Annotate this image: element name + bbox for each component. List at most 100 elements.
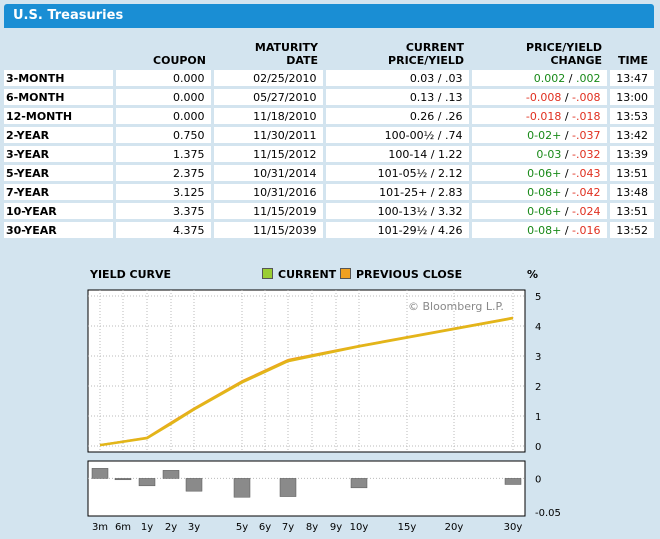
table-header-row: COUPON MATURITY DATE CURRENT PRICE/YIELD P…: [4, 39, 654, 70]
bond-name: 7-YEAR: [4, 182, 116, 203]
x-tick-label: 3y: [188, 522, 200, 533]
price-yield-cell: 101-25+ / 2.83: [324, 182, 472, 203]
price-yield-cell: 100-14 / 1.22: [324, 144, 472, 165]
bond-name: 12-MONTH: [4, 106, 116, 127]
x-tick-label: 6m: [115, 522, 131, 533]
change-cell: 0-06+ / -.043: [470, 163, 610, 184]
bond-name: 5-YEAR: [4, 163, 116, 184]
change-separator: /: [565, 71, 576, 85]
change-separator: /: [561, 109, 573, 123]
change-bar: [233, 478, 251, 498]
change-y-tick-label: 0: [535, 474, 541, 485]
price-yield-cell: 100-00½ / .74: [324, 125, 472, 146]
price-change: 0-08+: [527, 223, 562, 237]
time-cell: 13:53: [608, 106, 654, 127]
maturity-cell: 11/18/2010: [212, 106, 326, 127]
col-header-time: TIME: [617, 54, 648, 67]
page-title: U.S. Treasuries: [13, 8, 124, 23]
maturity-cell: 02/25/2010: [212, 70, 326, 89]
price-yield-cell: 101-05½ / 2.12: [324, 163, 472, 184]
change-bar: [91, 468, 109, 479]
legend-previous: PREVIOUS CLOSE: [340, 268, 462, 281]
col-header-maturity: MATURITY DATE: [254, 41, 318, 67]
yield-change: -.024: [572, 204, 601, 218]
change-bar: [185, 478, 203, 492]
change-bar: [504, 478, 522, 485]
table-row: 12-MONTH 0.000 11/18/2010 0.26 / .26 -0.018 …: [4, 106, 654, 127]
table-row: 10-YEAR 3.375 11/15/2019 100-13½ / 3.32 0-06…: [4, 201, 654, 222]
change-bar: [279, 478, 297, 497]
time-cell: 13:47: [608, 70, 654, 89]
price-yield-cell: 0.26 / .26: [324, 106, 472, 127]
price-change: 0-06+: [527, 204, 562, 218]
table-row: 2-YEAR 0.750 11/30/2011 100-00½ / .74 0-02+ …: [4, 125, 654, 146]
x-tick-label: 5y: [236, 522, 248, 533]
x-tick-label: 30y: [504, 522, 523, 533]
maturity-cell: 11/15/2039: [212, 220, 326, 241]
change-separator: /: [561, 128, 573, 142]
change-separator: /: [561, 204, 573, 218]
bond-name: 30-YEAR: [4, 220, 116, 241]
x-tick-label: 10y: [350, 522, 369, 533]
change-y-tick-label: -0.05: [535, 508, 561, 519]
coupon-cell: 0.000: [114, 70, 214, 89]
yield-change: -.008: [572, 90, 601, 104]
y-tick-label: 0: [535, 442, 541, 453]
coupon-cell: 0.000: [114, 106, 214, 127]
coupon-cell: 0.750: [114, 125, 214, 146]
coupon-cell: 3.125: [114, 182, 214, 203]
price-change: 0-08+: [527, 185, 562, 199]
yield-curve-title: YIELD CURVE: [90, 268, 172, 281]
x-tick-label: 8y: [306, 522, 318, 533]
price-yield-cell: 0.13 / .13: [324, 87, 472, 108]
time-cell: 13:48: [608, 182, 654, 203]
y-tick-label: 5: [535, 292, 541, 303]
coupon-cell: 0.000: [114, 87, 214, 108]
time-cell: 13:00: [608, 87, 654, 108]
price-change: -0.018: [525, 109, 562, 123]
bond-name: 6-MONTH: [4, 87, 116, 108]
y-unit-label: %: [527, 268, 539, 281]
current-yield-line: [99, 316, 514, 447]
change-cell: 0.002 / .002: [470, 70, 610, 89]
price-yield-cell: 0.03 / .03: [324, 70, 472, 89]
table-row: 5-YEAR 2.375 10/31/2014 101-05½ / 2.12 0-06+…: [4, 163, 654, 184]
legend-current: CURRENT: [262, 268, 336, 281]
change-cell: 0-08+ / -.042: [470, 182, 610, 203]
maturity-cell: 11/30/2011: [212, 125, 326, 146]
table-row: 6-MONTH 0.000 05/27/2010 0.13 / .13 -0.008 /…: [4, 87, 654, 108]
x-tick-label: 2y: [165, 522, 177, 533]
change-separator: /: [561, 147, 573, 161]
col-header-price-yield: CURRENT PRICE/YIELD: [388, 41, 464, 67]
change-separator: /: [561, 185, 573, 199]
yield-change: -.018: [572, 109, 601, 123]
header-bar: U.S. Treasuries: [4, 4, 654, 28]
bond-name: 3-YEAR: [4, 144, 116, 165]
price-change: -0.008: [525, 90, 562, 104]
x-tick-label: 9y: [330, 522, 342, 533]
y-tick-label: 1: [535, 412, 541, 423]
yield-change: -.032: [572, 147, 601, 161]
treasuries-table: COUPON MATURITY DATE CURRENT PRICE/YIELD P…: [4, 39, 654, 241]
time-cell: 13:52: [608, 220, 654, 241]
maturity-cell: 10/31/2014: [212, 163, 326, 184]
change-cell: -0.008 / -.008: [470, 87, 610, 108]
y-tick-label: 2: [535, 382, 541, 393]
price-change: 0-03: [536, 147, 562, 161]
price-yield-cell: 101-29½ / 4.26: [324, 220, 472, 241]
bond-name: 10-YEAR: [4, 201, 116, 222]
coupon-cell: 2.375: [114, 163, 214, 184]
col-header-coupon: COUPON: [153, 54, 206, 67]
price-yield-cell: 100-13½ / 3.32: [324, 201, 472, 222]
x-tick-label: 15y: [398, 522, 417, 533]
change-cell: -0.018 / -.018: [470, 106, 610, 127]
x-tick-label: 20y: [445, 522, 464, 533]
change-plot-area: [87, 460, 526, 517]
change-cell: 0-08+ / -.016: [470, 220, 610, 241]
col-header-change: PRICE/YIELD CHANGE: [526, 41, 602, 67]
change-cell: 0-03 / -.032: [470, 144, 610, 165]
change-separator: /: [561, 223, 573, 237]
price-change: 0-06+: [527, 166, 562, 180]
maturity-cell: 05/27/2010: [212, 87, 326, 108]
